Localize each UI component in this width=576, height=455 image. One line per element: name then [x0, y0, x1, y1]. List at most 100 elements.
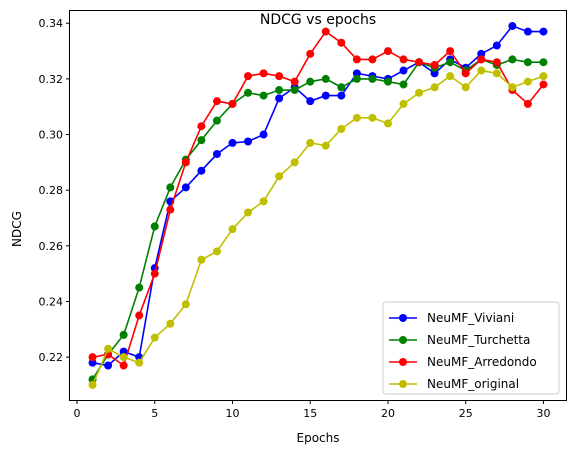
data-point: [446, 58, 455, 67]
plot-frame: [69, 10, 567, 401]
data-point: [430, 69, 439, 78]
data-point: [166, 319, 175, 328]
data-point: [150, 333, 159, 342]
data-point: [197, 136, 206, 145]
data-point: [88, 380, 97, 389]
x-tick-label: 10: [225, 407, 239, 420]
data-point: [383, 77, 392, 86]
legend-box: [382, 301, 560, 395]
data-point: [244, 88, 253, 97]
data-point: [259, 130, 268, 139]
data-point: [228, 225, 237, 234]
data-point: [430, 60, 439, 69]
data-point: [321, 74, 330, 83]
data-point: [352, 55, 361, 64]
data-point: [539, 80, 548, 89]
x-axis-label: Epochs: [297, 431, 340, 445]
data-point: [119, 353, 128, 362]
data-point: [135, 283, 144, 292]
series-NeuMF_original: [88, 66, 548, 389]
data-point: [477, 49, 486, 58]
y-axis-label: NDCG: [10, 211, 24, 247]
data-point: [508, 83, 517, 92]
data-point: [399, 66, 408, 75]
data-point: [399, 99, 408, 108]
data-point: [290, 86, 299, 95]
legend-label: NeuMF_Arredondo: [427, 355, 537, 369]
data-point: [88, 358, 97, 367]
data-point: [275, 172, 284, 181]
legend-label: NeuMF_Viviani: [427, 311, 514, 325]
data-point: [539, 58, 548, 67]
data-point: [430, 83, 439, 92]
data-point: [337, 83, 346, 92]
data-point: [446, 47, 455, 56]
legend-marker: [399, 336, 407, 344]
data-point: [275, 94, 284, 103]
data-point: [259, 69, 268, 78]
x-tick-label: 5: [151, 407, 158, 420]
data-point: [306, 138, 315, 147]
data-point: [119, 361, 128, 370]
data-point: [399, 80, 408, 89]
x-tick-label: 25: [459, 407, 473, 420]
legend-item: NeuMF_original: [389, 377, 519, 391]
data-point: [337, 38, 346, 47]
data-point: [492, 58, 501, 67]
data-point: [259, 197, 268, 206]
data-point: [181, 158, 190, 167]
data-point: [104, 344, 113, 353]
data-point: [212, 97, 221, 106]
data-point: [477, 55, 486, 64]
data-point: [352, 74, 361, 83]
data-point: [461, 69, 470, 78]
data-point: [228, 99, 237, 108]
data-point: [244, 208, 253, 217]
data-point: [461, 83, 470, 92]
data-point: [166, 205, 175, 214]
y-tick-label: 0.30: [39, 129, 64, 142]
plot-area: [88, 22, 548, 389]
data-point: [119, 347, 128, 356]
data-point: [197, 255, 206, 264]
y-tick-label: 0.28: [39, 184, 64, 197]
data-point: [523, 27, 532, 36]
data-point: [244, 137, 253, 146]
data-point: [212, 150, 221, 159]
data-point: [523, 58, 532, 67]
y-tick-label: 0.32: [39, 73, 64, 86]
data-point: [166, 183, 175, 192]
data-point: [290, 77, 299, 86]
legend-label: NeuMF_original: [427, 377, 519, 391]
data-point: [197, 122, 206, 131]
data-point: [212, 116, 221, 125]
y-tick-label: 0.22: [39, 351, 64, 364]
y-tick-label: 0.26: [39, 240, 64, 253]
x-tick-label: 15: [303, 407, 317, 420]
data-point: [352, 113, 361, 122]
data-point: [399, 55, 408, 64]
data-point: [321, 91, 330, 100]
y-tick-label: 0.34: [39, 17, 64, 30]
chart-title: NDCG vs epochs: [260, 12, 376, 28]
legend-marker: [399, 314, 407, 322]
data-point: [275, 72, 284, 81]
data-point: [337, 124, 346, 133]
data-point: [104, 361, 113, 370]
data-point: [352, 69, 361, 78]
data-point: [150, 222, 159, 231]
data-point: [383, 47, 392, 56]
data-point: [88, 353, 97, 362]
data-point: [492, 41, 501, 50]
data-point: [508, 55, 517, 64]
data-point: [383, 119, 392, 128]
data-point: [135, 311, 144, 320]
data-point: [492, 69, 501, 78]
data-point: [212, 247, 221, 256]
data-point: [321, 27, 330, 36]
x-tick-label: 20: [381, 407, 395, 420]
data-point: [368, 55, 377, 64]
legend-label: NeuMF_Turchetta: [427, 333, 530, 347]
data-point: [181, 300, 190, 309]
data-point: [368, 113, 377, 122]
